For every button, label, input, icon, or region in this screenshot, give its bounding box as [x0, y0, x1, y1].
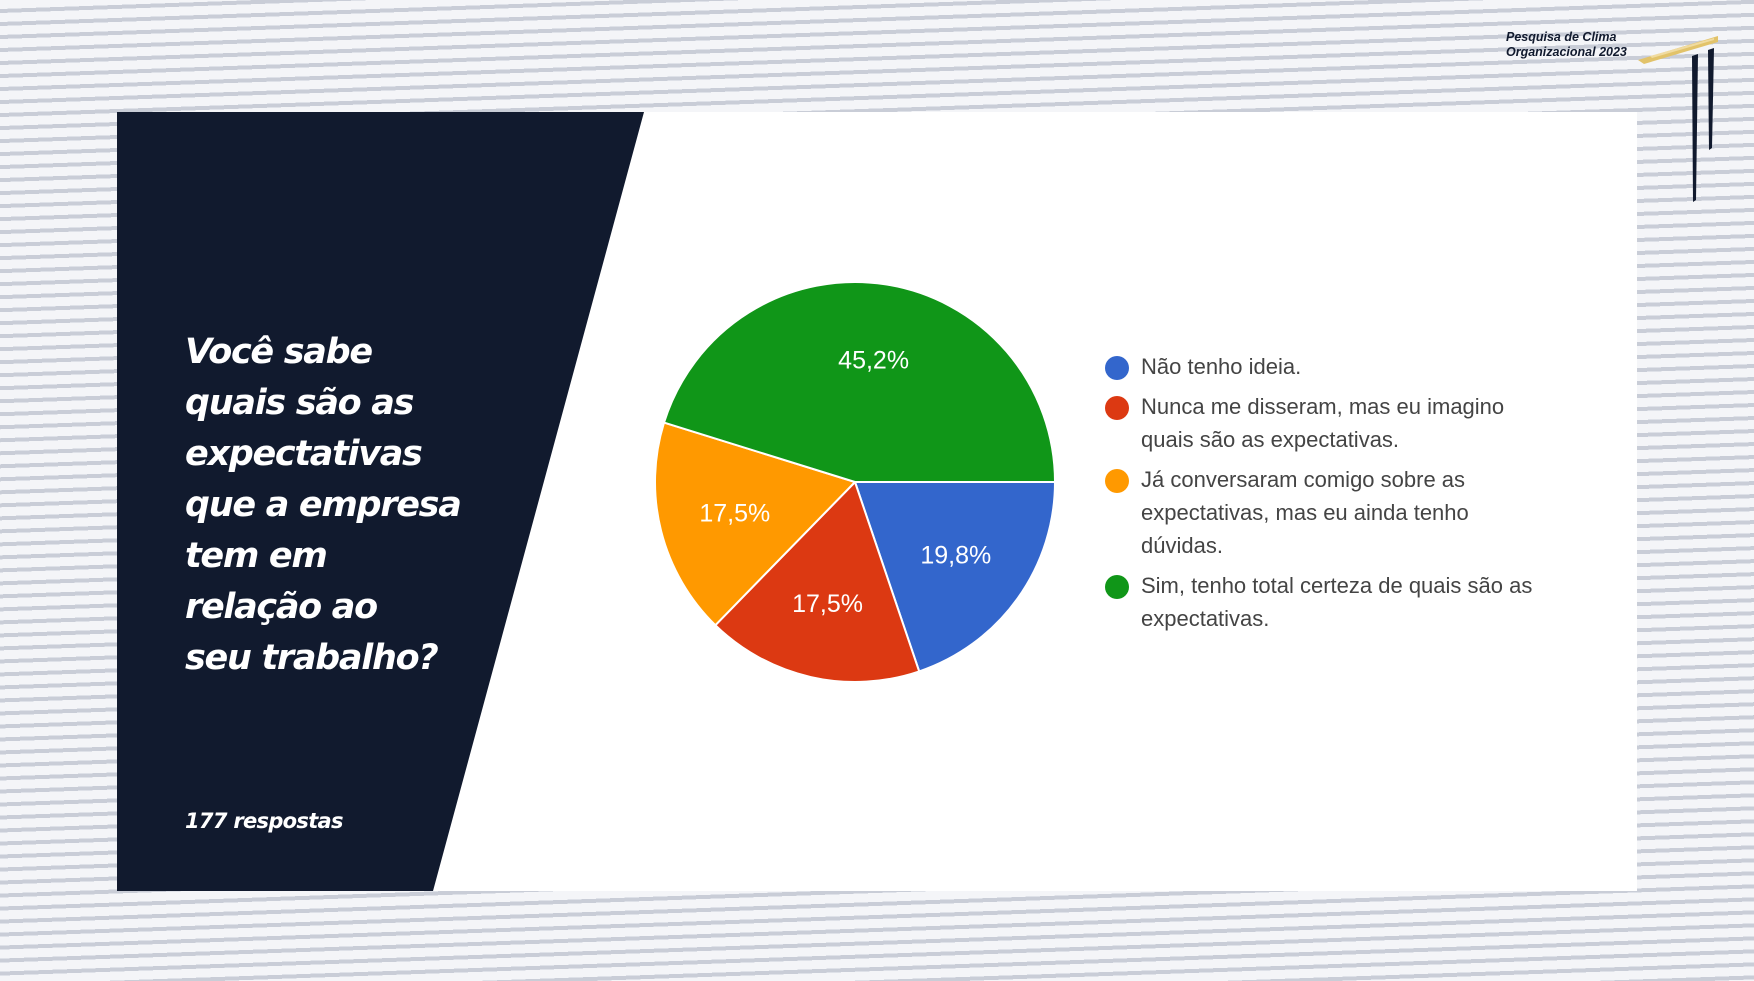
- legend-swatch-icon: [1105, 469, 1129, 493]
- question-line: seu trabalho?: [185, 638, 439, 678]
- legend-label: quais são as expectativas.: [1141, 427, 1400, 452]
- pie-chart: 19,8% 17,5% 17,5% 45,2%: [654, 281, 1057, 683]
- legend-label: expectativas.: [1141, 606, 1270, 631]
- legend-label: Já conversaram comigo sobre as: [1141, 467, 1466, 492]
- question-line: Você sabe: [185, 332, 373, 372]
- slide-panel: Você sabe quais são as expectativas que …: [117, 112, 1637, 891]
- response-count: 177 respostas: [185, 809, 344, 833]
- question-line: que a empresa: [185, 485, 462, 525]
- legend-label: Não tenho ideia.: [1141, 354, 1302, 379]
- legend-swatch-icon: [1105, 575, 1129, 599]
- question-title: Você sabe quais são as expectativas que …: [185, 327, 485, 684]
- pie-slice-label: 45,2%: [838, 346, 909, 374]
- pie-slice: [662, 281, 1057, 483]
- pie-slice: [654, 421, 857, 627]
- brand-logo-bar-left: [1692, 54, 1698, 202]
- pie-slice: [713, 480, 921, 683]
- legend-item: Nunca me disseram, mas eu imagino quais s…: [1105, 390, 1615, 456]
- brand-title: Pesquisa de Clima Organizacional 2023: [1506, 30, 1636, 60]
- legend-item: Já conversaram comigo sobre as expectativ…: [1105, 463, 1615, 562]
- legend-swatch-icon: [1105, 396, 1129, 420]
- question-panel-background: [117, 112, 644, 891]
- legend-item: Não tenho ideia.: [1105, 350, 1615, 383]
- brand-title-line-2: Organizacional 2023: [1506, 45, 1627, 59]
- legend-item: Sim, tenho total certeza de quais são as…: [1105, 569, 1615, 635]
- brand-logo-mark: [1638, 36, 1718, 202]
- legend-label: dúvidas.: [1141, 533, 1223, 558]
- question-line: relação ao: [185, 587, 378, 627]
- pie-slice-label: 17,5%: [699, 499, 770, 527]
- pie-slice-label: 17,5%: [792, 590, 863, 618]
- question-line: tem em: [185, 536, 328, 576]
- brand-logo-bar-right: [1708, 48, 1714, 150]
- legend-swatch-icon: [1105, 356, 1129, 380]
- brand-title-line-1: Pesquisa de Clima: [1506, 30, 1617, 44]
- legend-label: Sim, tenho total certeza de quais são as: [1141, 573, 1533, 598]
- legend-label: expectativas, mas eu ainda tenho: [1141, 500, 1469, 525]
- brand-logo-gold-stripe-2: [1650, 38, 1714, 58]
- question-line: quais são as: [185, 383, 414, 423]
- pie-slice-label: 19,8%: [920, 541, 991, 569]
- question-line: expectativas: [185, 434, 423, 474]
- chart-legend: Não tenho ideia. Nunca me disseram, mas e…: [1105, 350, 1615, 642]
- legend-label: Nunca me disseram, mas eu imagino: [1141, 394, 1505, 419]
- pie-slice: [853, 481, 1057, 673]
